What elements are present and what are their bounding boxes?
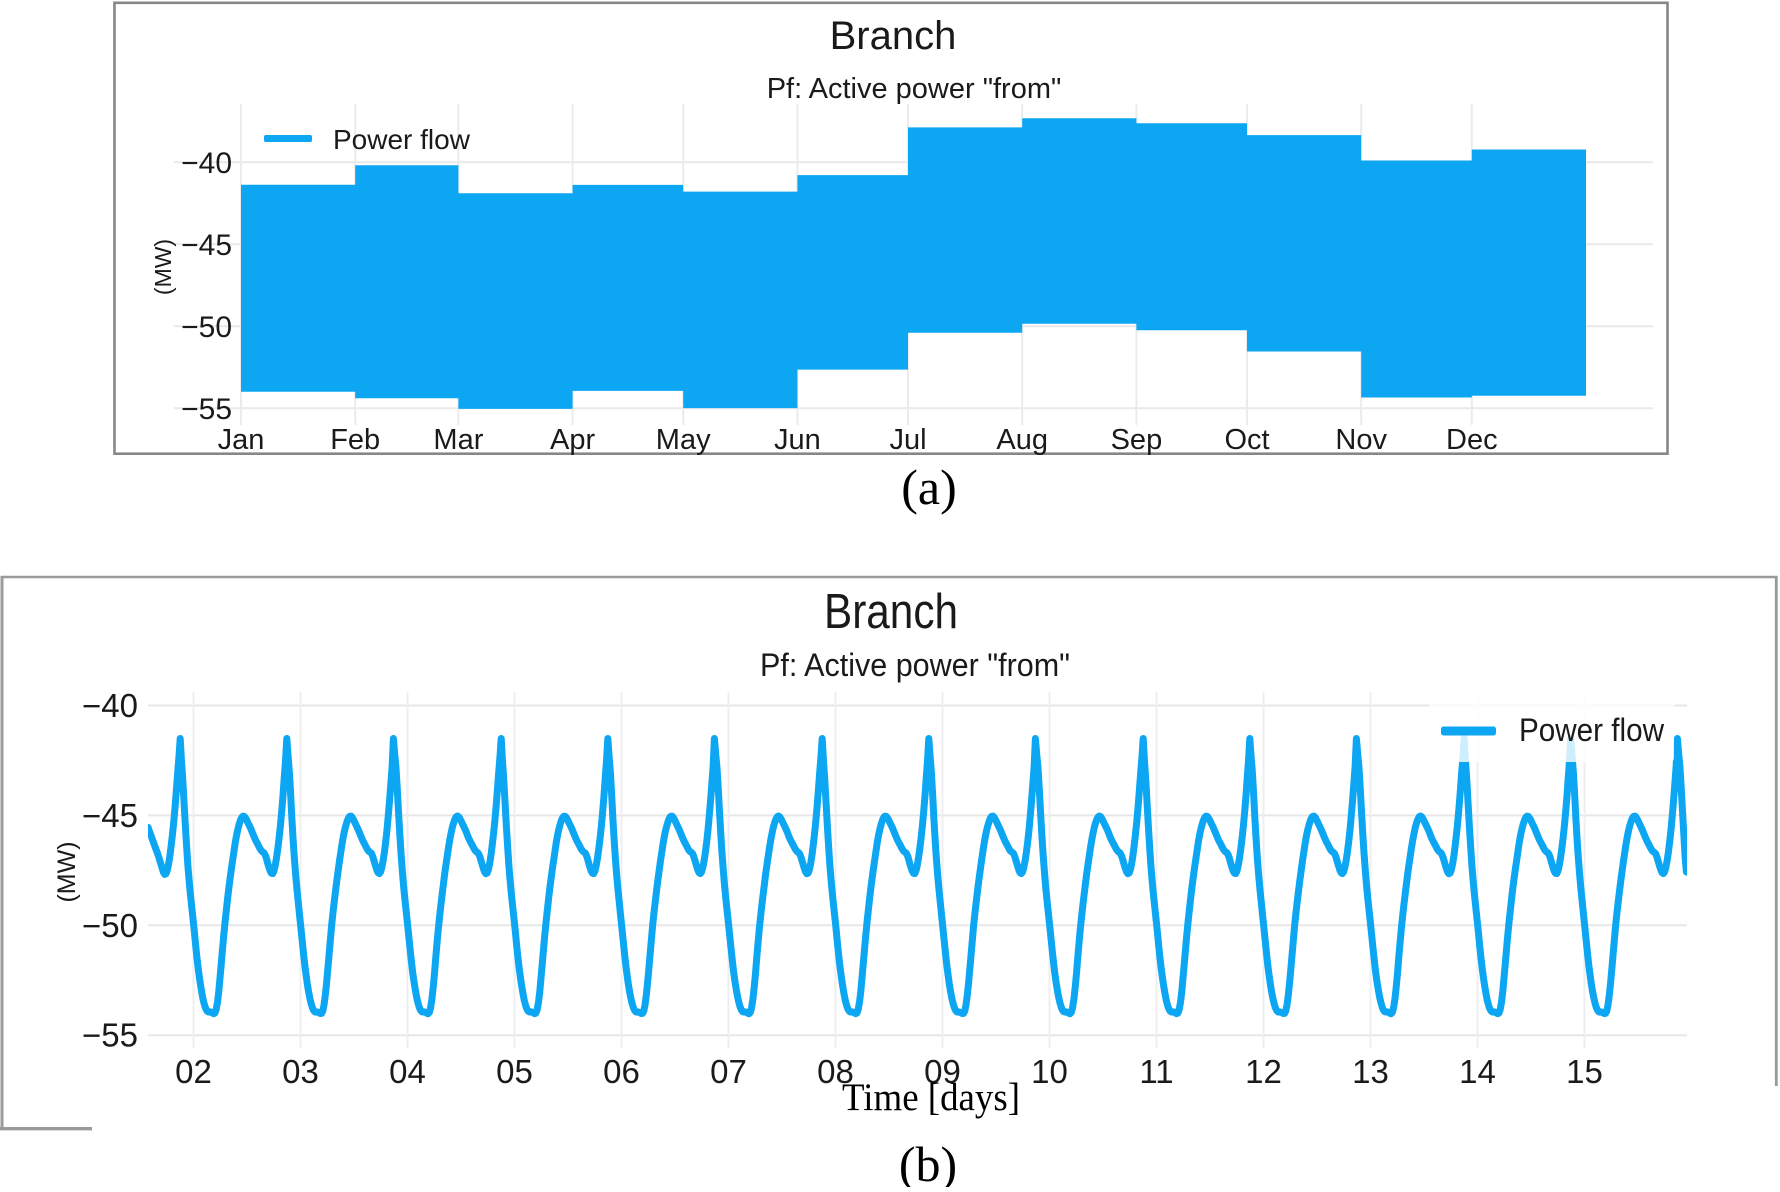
svg-text:Pf: Active power "from": Pf: Active power "from"	[767, 73, 1062, 105]
svg-text:(b): (b)	[899, 1136, 957, 1187]
svg-text:02: 02	[175, 1053, 212, 1090]
svg-text:Aug: Aug	[996, 424, 1048, 456]
svg-text:−50: −50	[82, 907, 138, 944]
svg-text:(MW): (MW)	[53, 841, 81, 902]
svg-text:12: 12	[1245, 1053, 1282, 1090]
svg-text:Pf: Active power "from": Pf: Active power "from"	[760, 647, 1070, 683]
svg-text:03: 03	[282, 1053, 319, 1090]
svg-text:06: 06	[603, 1053, 640, 1090]
svg-text:−55: −55	[181, 393, 232, 426]
svg-text:Time [days]: Time [days]	[842, 1076, 1020, 1119]
svg-text:−45: −45	[82, 797, 138, 834]
svg-text:−45: −45	[181, 229, 232, 262]
svg-text:Mar: Mar	[433, 424, 483, 456]
svg-text:Branch: Branch	[824, 585, 958, 639]
svg-text:11: 11	[1139, 1053, 1173, 1090]
svg-text:May: May	[656, 424, 711, 456]
svg-text:Sep: Sep	[1111, 424, 1163, 456]
svg-text:−50: −50	[181, 311, 232, 344]
svg-text:−40: −40	[181, 147, 232, 180]
svg-text:(MW): (MW)	[150, 239, 176, 295]
svg-text:Power flow: Power flow	[333, 124, 471, 155]
svg-text:Oct: Oct	[1224, 424, 1269, 456]
svg-text:Jan: Jan	[218, 424, 265, 456]
svg-text:Jun: Jun	[774, 424, 821, 456]
svg-text:Jul: Jul	[889, 424, 926, 456]
svg-text:04: 04	[389, 1053, 426, 1090]
svg-text:15: 15	[1566, 1053, 1603, 1090]
svg-text:09: 09	[924, 1053, 961, 1090]
svg-text:Feb: Feb	[330, 424, 380, 456]
svg-text:10: 10	[1031, 1053, 1068, 1090]
svg-text:Power flow: Power flow	[1519, 712, 1665, 748]
svg-text:Dec: Dec	[1446, 424, 1498, 456]
svg-text:−55: −55	[82, 1017, 138, 1054]
svg-text:13: 13	[1352, 1053, 1389, 1090]
svg-text:Apr: Apr	[550, 424, 595, 456]
svg-text:(a): (a)	[901, 459, 957, 515]
svg-text:07: 07	[710, 1053, 747, 1090]
svg-text:−40: −40	[82, 687, 138, 724]
svg-text:08: 08	[817, 1053, 854, 1090]
svg-text:14: 14	[1459, 1053, 1496, 1090]
svg-text:05: 05	[496, 1053, 533, 1090]
svg-text:Nov: Nov	[1335, 424, 1387, 456]
svg-text:Branch: Branch	[830, 14, 957, 58]
